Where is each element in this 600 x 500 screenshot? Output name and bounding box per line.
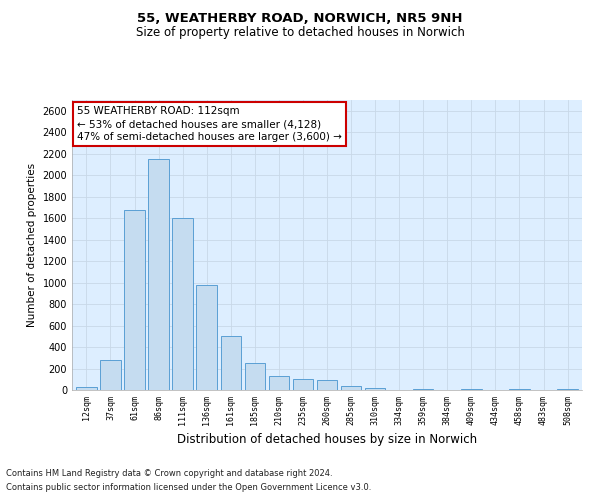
Bar [245, 363, 265, 390]
Bar [365, 388, 385, 390]
X-axis label: Distribution of detached houses by size in Norwich: Distribution of detached houses by size … [177, 433, 477, 446]
Bar [221, 336, 241, 390]
Bar [317, 380, 337, 390]
Bar [557, 389, 578, 390]
Text: 55 WEATHERBY ROAD: 112sqm
← 53% of detached houses are smaller (4,128)
47% of se: 55 WEATHERBY ROAD: 112sqm ← 53% of detac… [77, 106, 342, 142]
Bar [100, 360, 121, 390]
Bar [124, 210, 145, 390]
Text: Contains public sector information licensed under the Open Government Licence v3: Contains public sector information licen… [6, 484, 371, 492]
Text: Size of property relative to detached houses in Norwich: Size of property relative to detached ho… [136, 26, 464, 39]
Bar [196, 286, 217, 390]
Bar [341, 386, 361, 390]
Y-axis label: Number of detached properties: Number of detached properties [27, 163, 37, 327]
Text: Contains HM Land Registry data © Crown copyright and database right 2024.: Contains HM Land Registry data © Crown c… [6, 468, 332, 477]
Bar [148, 159, 169, 390]
Bar [76, 387, 97, 390]
Text: 55, WEATHERBY ROAD, NORWICH, NR5 9NH: 55, WEATHERBY ROAD, NORWICH, NR5 9NH [137, 12, 463, 26]
Bar [269, 376, 289, 390]
Bar [172, 218, 193, 390]
Bar [293, 378, 313, 390]
